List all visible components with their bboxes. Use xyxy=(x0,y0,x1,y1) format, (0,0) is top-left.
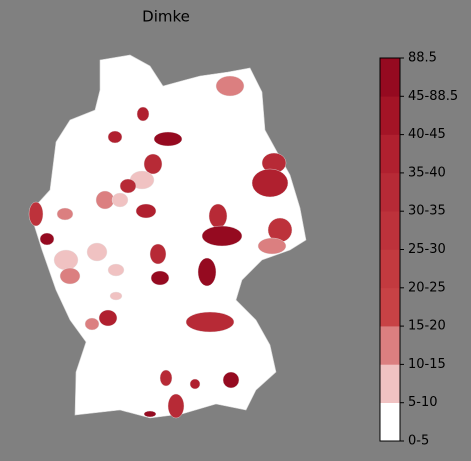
colorbar-label: 35-40 xyxy=(408,165,446,180)
district xyxy=(95,190,115,210)
district xyxy=(251,168,289,198)
colorbar-segment xyxy=(380,211,400,250)
district xyxy=(86,242,108,262)
colorbar-label: 25-30 xyxy=(408,242,446,257)
district xyxy=(109,291,123,301)
colorbar-segment xyxy=(380,287,400,327)
district xyxy=(197,257,217,287)
colorbar-label: 45-88.5 xyxy=(408,89,458,104)
district xyxy=(153,131,183,147)
district xyxy=(185,311,235,333)
district xyxy=(39,232,55,246)
district xyxy=(59,267,81,285)
colorbar-label: 40-45 xyxy=(408,127,446,142)
district xyxy=(189,378,201,390)
district xyxy=(98,309,118,327)
district xyxy=(143,410,157,418)
map-title: Dimke xyxy=(142,8,190,26)
colorbar-label: 0-5 xyxy=(408,434,429,449)
district xyxy=(53,249,79,271)
district xyxy=(215,75,245,97)
district xyxy=(150,270,170,286)
district-highlights xyxy=(28,75,293,419)
colorbar-segment xyxy=(380,326,400,365)
colorbar-label: 5-10 xyxy=(408,395,438,410)
colorbar-segment xyxy=(380,172,400,212)
district xyxy=(84,317,100,331)
district xyxy=(107,130,123,144)
colorbar-label: 88.5 xyxy=(408,51,437,66)
district xyxy=(167,393,185,419)
district xyxy=(56,207,74,221)
district xyxy=(159,369,173,387)
district xyxy=(135,203,157,219)
germany-outline xyxy=(29,54,307,419)
colorbar-label: 30-35 xyxy=(408,204,446,219)
district xyxy=(107,263,125,277)
district xyxy=(222,371,240,389)
colorbar-label: 15-20 xyxy=(408,319,446,334)
colorbar: 0-5 5-10 10-15 15-20 20-25 25-30 30-35 35-40 40-… xyxy=(379,51,458,449)
district xyxy=(149,243,167,265)
district xyxy=(201,225,243,247)
district xyxy=(257,237,287,255)
colorbar-segment xyxy=(380,96,400,135)
colorbar-segment xyxy=(380,249,400,289)
colorbar-segment xyxy=(380,364,400,403)
colorbar-segment xyxy=(380,402,400,442)
district xyxy=(28,201,44,227)
district xyxy=(143,153,163,175)
colorbar-label: 10-15 xyxy=(408,357,446,372)
district xyxy=(208,203,228,229)
colorbar-segment xyxy=(380,134,400,174)
colorbar-label: 20-25 xyxy=(408,280,446,295)
district xyxy=(136,106,150,122)
district xyxy=(119,178,137,194)
colorbar-segment xyxy=(380,58,400,97)
district xyxy=(111,192,129,208)
